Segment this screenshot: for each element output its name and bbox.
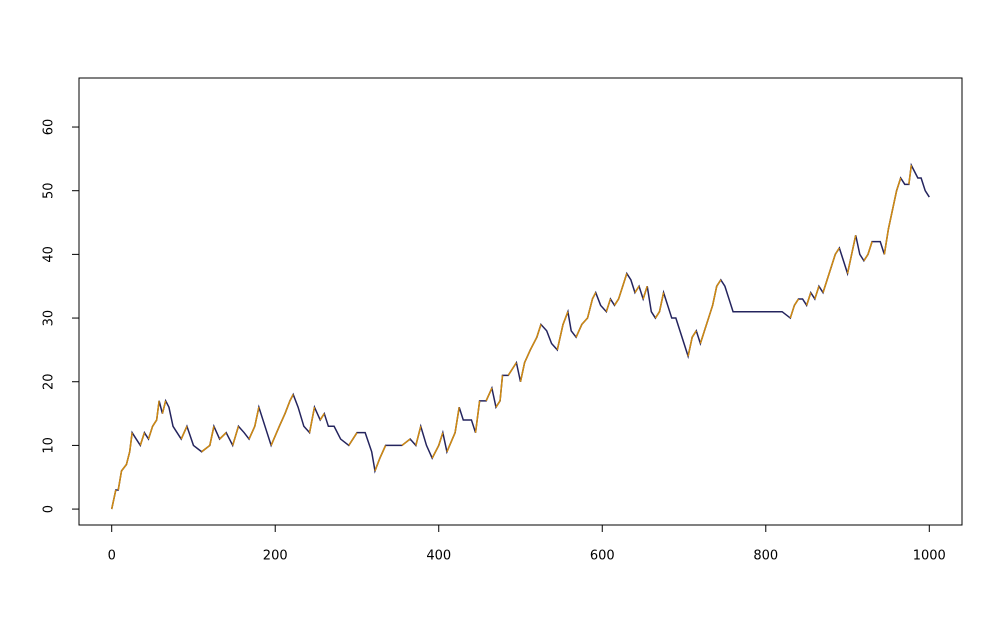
up-segment	[846, 254, 853, 274]
up-segment	[850, 235, 857, 255]
up-segment	[499, 375, 504, 401]
up-segment	[529, 336, 538, 351]
up-segment	[687, 337, 693, 357]
up-segment	[319, 413, 325, 421]
up-segment	[278, 413, 286, 427]
x-tick-label: 800	[753, 549, 778, 564]
up-segment	[125, 451, 131, 465]
up-segment	[805, 292, 812, 306]
up-segment	[284, 400, 291, 414]
x-tick-label: 1000	[913, 549, 946, 564]
up-segment	[556, 324, 564, 351]
up-segment	[270, 426, 280, 446]
up-segment	[908, 165, 913, 185]
up-segment	[789, 305, 796, 319]
up-segment	[415, 426, 422, 446]
y-tick-label: 0	[42, 505, 57, 513]
up-segment	[617, 285, 624, 300]
up-segment	[401, 438, 411, 446]
up-segment	[891, 190, 898, 210]
up-segment	[830, 254, 836, 268]
up-segment	[438, 432, 444, 446]
up-segment	[519, 362, 526, 382]
up-segment	[139, 432, 146, 446]
y-tick-label: 40	[42, 246, 57, 263]
up-segment	[120, 464, 128, 472]
up-segment	[605, 298, 612, 312]
up-segment	[642, 285, 648, 300]
y-tick-label: 50	[42, 182, 57, 199]
up-segment	[289, 394, 294, 402]
up-segment	[613, 298, 620, 306]
up-segment	[863, 253, 869, 262]
x-tick-label: 600	[590, 549, 615, 564]
y-tick-label: 30	[42, 310, 57, 327]
up-segment	[699, 330, 706, 344]
up-segment	[707, 305, 714, 319]
up-segment	[308, 407, 316, 433]
up-segment	[826, 266, 832, 281]
up-segment	[654, 311, 661, 319]
up-segment	[485, 387, 493, 402]
up-segment	[201, 444, 211, 453]
up-segment	[883, 228, 890, 255]
up-segment	[446, 432, 456, 453]
up-segment	[117, 470, 123, 491]
up-segment	[793, 298, 800, 306]
up-segment	[374, 457, 381, 472]
up-segment	[822, 279, 828, 293]
y-tick-label: 60	[42, 119, 57, 136]
x-tick-label: 400	[426, 549, 451, 564]
up-segment	[151, 419, 158, 427]
y-tick-label: 20	[42, 373, 57, 390]
up-segment	[474, 400, 481, 433]
up-segment	[634, 285, 640, 293]
up-segment	[703, 317, 710, 332]
up-segment	[110, 489, 117, 510]
up-segment	[658, 292, 665, 312]
up-segment	[231, 426, 240, 446]
up-segment	[867, 241, 873, 255]
line	[110, 162, 930, 510]
up-segment	[128, 432, 133, 452]
up-segment	[495, 400, 501, 408]
up-segment	[536, 324, 542, 338]
plot-frame	[78, 77, 963, 526]
x-tick-label: 200	[263, 549, 288, 564]
up-segment	[523, 349, 531, 363]
up-segment	[507, 362, 518, 376]
up-segment	[586, 298, 594, 319]
up-segment	[621, 273, 628, 287]
up-segment	[581, 317, 589, 325]
up-segment	[711, 286, 718, 306]
up-segment	[379, 445, 387, 459]
up-segment	[147, 426, 154, 440]
up-segment	[575, 324, 583, 338]
up-segment	[254, 407, 260, 427]
up-segment	[562, 311, 569, 325]
up-segment	[209, 426, 215, 446]
up-segment	[895, 177, 902, 191]
up-segment	[691, 330, 697, 338]
y-tick-label: 10	[42, 437, 57, 454]
up-segment	[248, 425, 256, 440]
up-segment	[454, 407, 460, 433]
up-segment	[716, 279, 722, 287]
up-segment	[155, 400, 160, 421]
up-segment	[431, 445, 440, 459]
x-tick-label: 0	[108, 549, 116, 564]
up-segment	[180, 425, 188, 440]
up-segment	[348, 432, 358, 446]
up-segment	[814, 285, 820, 300]
up-segment	[834, 247, 840, 255]
up-segment	[161, 400, 167, 414]
up-segment	[887, 209, 894, 230]
up-segment	[219, 432, 227, 440]
up-segment	[591, 292, 597, 300]
